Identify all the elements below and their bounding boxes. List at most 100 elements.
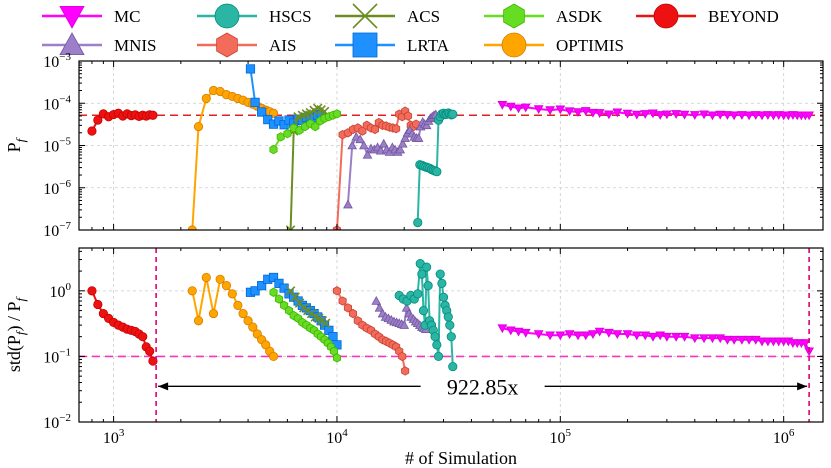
series-asdk [269,287,341,363]
y-tick-label: 10−2 [43,412,71,432]
legend-entry-optimis: OPTIMIS [484,32,624,58]
legend-marker-hscs [214,3,240,29]
data-point-mc [662,110,672,120]
legend-entry-mc: MC [42,6,140,29]
y-tick-label-base: 10 [43,223,59,240]
y-tick-label-base: 10 [43,96,59,113]
data-point-mc [513,104,524,114]
y-tick-label-base: 10 [43,139,59,156]
y-tick-label-base: 10 [43,349,59,366]
x-tick-label: 105 [550,427,572,447]
data-point-asdk [332,109,341,119]
data-point-mc [533,105,544,115]
data-point-mc [744,111,754,121]
data-point-mc [671,332,682,342]
data-point-lrta [250,97,260,107]
data-point-mc [715,110,726,120]
data-point-beyond [148,110,158,120]
y-tick-label-exp: 0 [66,281,72,293]
data-point-hscs [448,109,458,119]
speedup-annotation: 922.85x [158,374,808,399]
data-point-mc [757,111,767,121]
x-ticks-pf [78,61,785,230]
series-beyond [87,108,158,136]
data-point-mc [588,108,598,118]
legend-label-acs: ACS [407,7,440,26]
data-point-mc [573,108,583,118]
data-point-mc [707,111,718,121]
series-mc [497,101,814,121]
data-point-optimis [187,225,197,230]
data-point-mc [757,337,767,347]
y-tick-label: 10−1 [43,346,71,366]
data-point-optimis [187,286,197,296]
data-point-mc [722,335,733,345]
data-point-hscs [437,278,447,288]
y-axis-title-part: ) / P [4,301,25,331]
data-point-hscs [413,217,423,228]
y-axis-title-sub: f [13,295,28,301]
data-point-mc [533,330,544,339]
data-point-optimis [193,122,204,132]
x-tick-label-base: 10 [103,430,119,447]
y-tick-label-exp: −1 [59,346,71,358]
data-point-mc [545,331,555,341]
legend-label-mc: MC [114,7,140,26]
data-point-mc [699,334,709,344]
plot-area-std [79,259,823,376]
data-point-beyond [148,356,158,366]
data-point-optimis [268,351,279,362]
x-ticks-std [78,248,785,422]
series-mnis [343,109,441,209]
legend-entry-acs: ACS [335,3,440,29]
data-point-hscs [448,361,458,372]
y-tick-label: 10−7 [43,220,71,240]
legend: MC MNIS HSCS AIS ACS LRTA ASDK OPTIMIS BEYOND [42,3,779,58]
legend-entry-hscs: HSCS [197,3,312,29]
data-point-mnis [400,133,411,142]
y-axis-title-sub: f [13,136,28,142]
panel-pf: 10−710−610−510−410−3Pf [4,51,824,240]
data-point-asdk [274,294,284,304]
data-point-asdk [276,132,285,142]
data-point-mc [655,331,666,341]
data-point-ais [348,308,358,319]
legend-marker-acs [352,3,378,29]
data-point-asdk [269,144,278,155]
legend-label-ais: AIS [269,36,296,55]
data-point-hscs [445,320,455,330]
legend-entry-lrta: LRTA [335,32,450,58]
data-point-mc [497,101,508,110]
data-point-mc [648,109,658,119]
data-point-mc [648,332,658,342]
data-point-optimis [208,308,219,319]
data-point-mc [679,332,690,342]
data-point-hscs [432,167,442,177]
data-point-mc [564,330,575,339]
legend-entry-mnis: MNIS [42,32,157,55]
legend-label-mnis: MNIS [114,36,157,55]
data-point-hscs [438,292,449,302]
x-tick-label-exp: 5 [566,427,572,439]
series-optimis [187,272,279,362]
data-point-mc [699,110,709,120]
series-asdk [269,109,341,155]
data-point-lrta [268,272,279,283]
data-point-mnis [343,199,353,209]
legend-entry-beyond: BEYOND [636,3,779,29]
data-point-ais [332,286,341,296]
data-point-hscs [413,289,423,299]
data-point-mc [594,109,605,118]
grid-pf [79,60,823,231]
y-axis-title-sub: f [13,329,28,335]
data-point-optimis [221,281,232,291]
data-point-mc [715,334,726,344]
series-acs [285,103,330,230]
data-point-mc [737,111,747,120]
data-point-mnis [399,320,410,329]
data-point-ais [403,111,413,121]
panel-frame-std [78,247,824,423]
y-tick-label: 100 [50,281,72,301]
y-tick-label-base: 10 [43,181,59,198]
series-beyond [87,286,158,366]
